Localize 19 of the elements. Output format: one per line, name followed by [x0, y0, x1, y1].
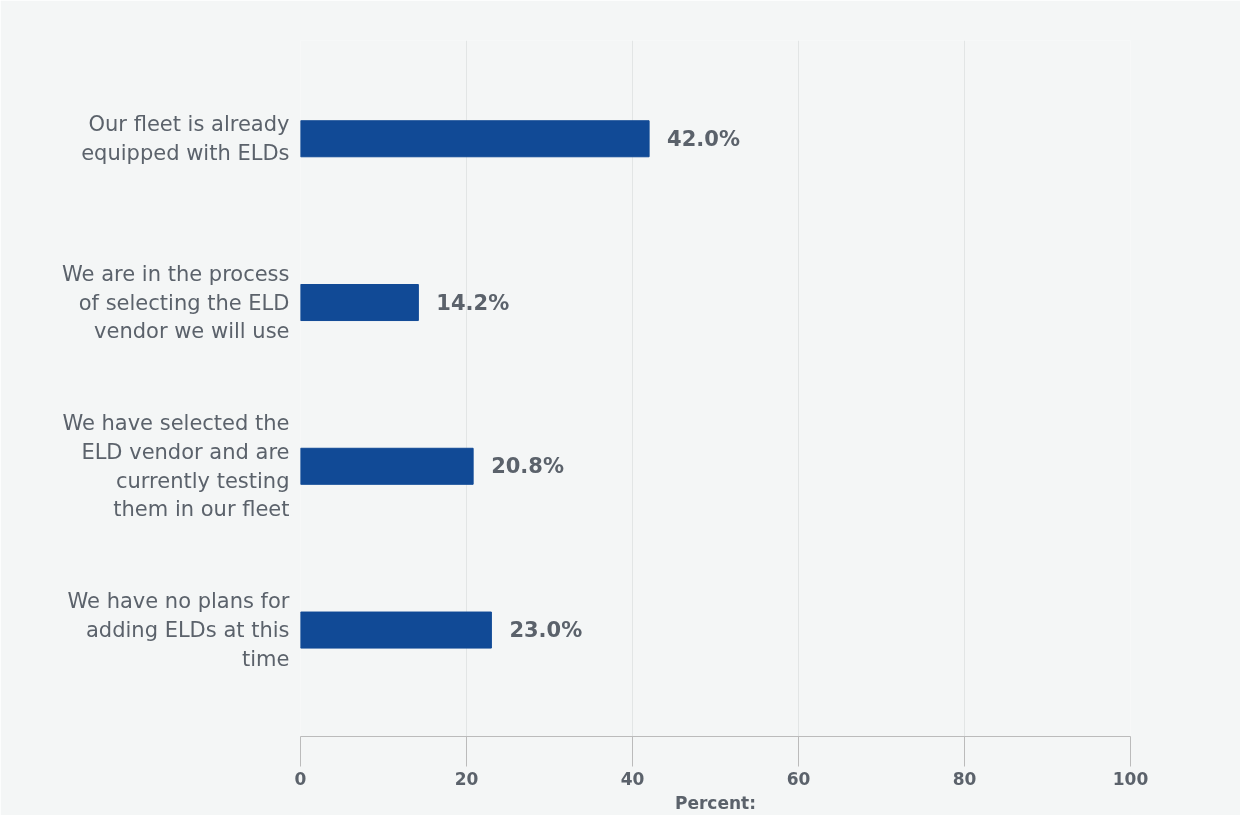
x-axis-title: Percent:	[675, 792, 757, 813]
y-tick-label: Our fleet is already equipped with ELDs	[81, 112, 290, 166]
bar	[300, 120, 650, 158]
data-label: 23.0%	[509, 618, 583, 643]
y-tick-label: We have no plans for adding ELDs at this time	[67, 589, 290, 671]
data-label: 42.0%	[667, 126, 740, 151]
x-tick-label: 60	[786, 768, 811, 789]
x-tick-label: 40	[620, 768, 645, 789]
data-label: 20.8%	[491, 454, 564, 479]
x-tick-label: 20	[454, 768, 479, 789]
bar	[300, 447, 474, 485]
x-tick-label: 0	[294, 768, 307, 789]
y-tick-label: We are in the process of selecting the ELD vendor we will use	[62, 261, 290, 344]
bar	[300, 284, 419, 322]
x-tick-label: 80	[952, 768, 977, 789]
y-tick-label: We have selected the ELD vendor and are currently testing them in our fleet	[62, 411, 290, 522]
data-label: 14.2%	[436, 290, 510, 315]
bar	[300, 611, 492, 649]
x-tick-label: 100	[1112, 768, 1149, 789]
